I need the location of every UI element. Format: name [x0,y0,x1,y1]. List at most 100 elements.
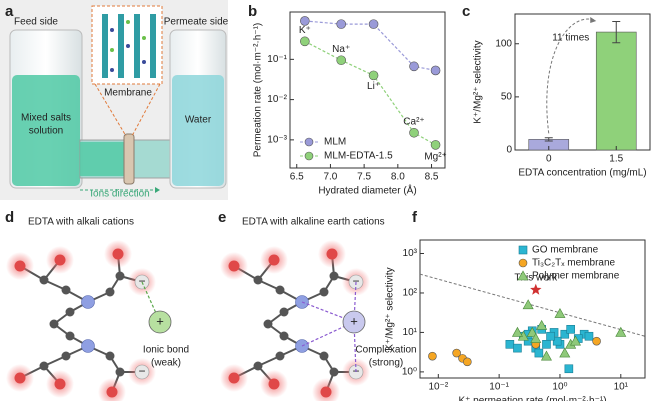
carbon [319,351,329,361]
bond-label: (strong) [369,358,403,369]
point [566,325,575,334]
point [430,140,441,150]
point-label: K⁺ [299,25,311,36]
bar [595,31,637,151]
legend-marker [304,151,314,161]
legend-label: Polymer membrane [532,271,620,282]
carbon [279,331,289,341]
label: Mixed salts [21,113,71,124]
cation [342,310,366,334]
membrane-layers [102,14,156,78]
point [430,65,441,76]
annotation-arrow [546,18,595,134]
point [564,364,574,374]
carbon [263,319,273,329]
carbon [39,361,49,371]
zoom-lines [94,83,161,137]
oxygen [228,372,240,384]
x-tick-label: 10⁰ [552,382,567,393]
point [554,307,566,318]
anion-sign: − [352,274,359,288]
nitrogen [81,295,95,309]
point [560,329,570,339]
point [546,331,555,341]
point [584,331,594,341]
legend-label: MLM [324,137,346,148]
x-tick-label: 10⁻² [428,382,448,393]
label: Permeate side [164,17,229,28]
x-tick-label: 10¹ [614,382,629,393]
oxygen [54,378,66,390]
panel-label: d [5,209,14,226]
oxygen [106,386,118,398]
ions-arrowhead [155,187,160,193]
y-tick-label: 10⁻¹ [267,54,287,65]
legend-marker [518,245,528,255]
x-tick-label: 7.0 [323,172,337,183]
point [615,326,627,337]
panel-label: a [5,3,14,20]
point [569,335,582,346]
point [559,347,571,358]
label: solution [29,126,63,137]
legend-label: MLM-EDTA-1.5 [324,151,393,162]
nitrogen [81,339,95,353]
panel-title: EDTA with alkaline earth cations [242,217,385,228]
carbon [253,275,263,285]
point [452,348,461,358]
y-tick-label: 100 [495,38,512,49]
y-axis-label: K⁺/Mg²⁺ selectivity [385,267,396,350]
carbon [115,271,125,281]
point [552,336,562,346]
x-tick-label: 8.5 [425,172,439,183]
point [511,326,523,337]
point [536,319,548,330]
carbon [275,351,285,361]
point [505,340,515,349]
label: Ions direction [90,189,149,200]
molecule: −−+Complexation(strong) [220,240,417,401]
y-tick-label: 0 [506,145,512,156]
point [513,343,522,353]
ions [110,28,146,72]
point [530,332,542,343]
plot-frame [289,11,446,169]
carbon [65,331,75,341]
carbon [49,319,59,329]
point-label: Li⁺ [367,81,380,92]
carbon [275,285,285,295]
x-tick-label: 0 [546,154,552,165]
carbon [329,271,339,281]
interaction [353,281,357,323]
panel-title: EDTA with alkali cations [28,217,134,228]
oxygen [112,248,124,260]
y-tick-label: 50 [501,92,513,103]
y-tick-label: 10³ [403,248,418,259]
annotation: This work [514,272,558,283]
oxygen [14,372,26,384]
plot-frame [514,13,651,151]
point [368,19,379,29]
y-tick-label: 10⁻³ [267,135,287,146]
y-tick-label: 10⁰ [402,367,417,378]
point-label: Ca²⁺ [403,116,424,127]
membrane-ring [123,133,135,185]
point [592,336,601,346]
oxygen [320,386,332,398]
panel-label: b [248,3,257,20]
carbon [105,351,115,361]
x-tick-label: 1.5 [609,154,623,165]
x-tick-label: 7.5 [357,172,371,183]
point [336,19,347,29]
legend-marker [518,258,528,268]
oxygen [54,254,66,266]
x-tick-label: 10⁻¹ [489,382,509,393]
annotation-arrowhead [590,17,597,23]
plot-frame [419,239,646,379]
point [463,357,472,367]
panel-label: f [412,209,418,226]
cation-sign: + [350,313,358,328]
y-tick-label: 10⁻² [267,94,287,105]
point [368,70,379,81]
bond-label: Complexation [355,345,416,356]
